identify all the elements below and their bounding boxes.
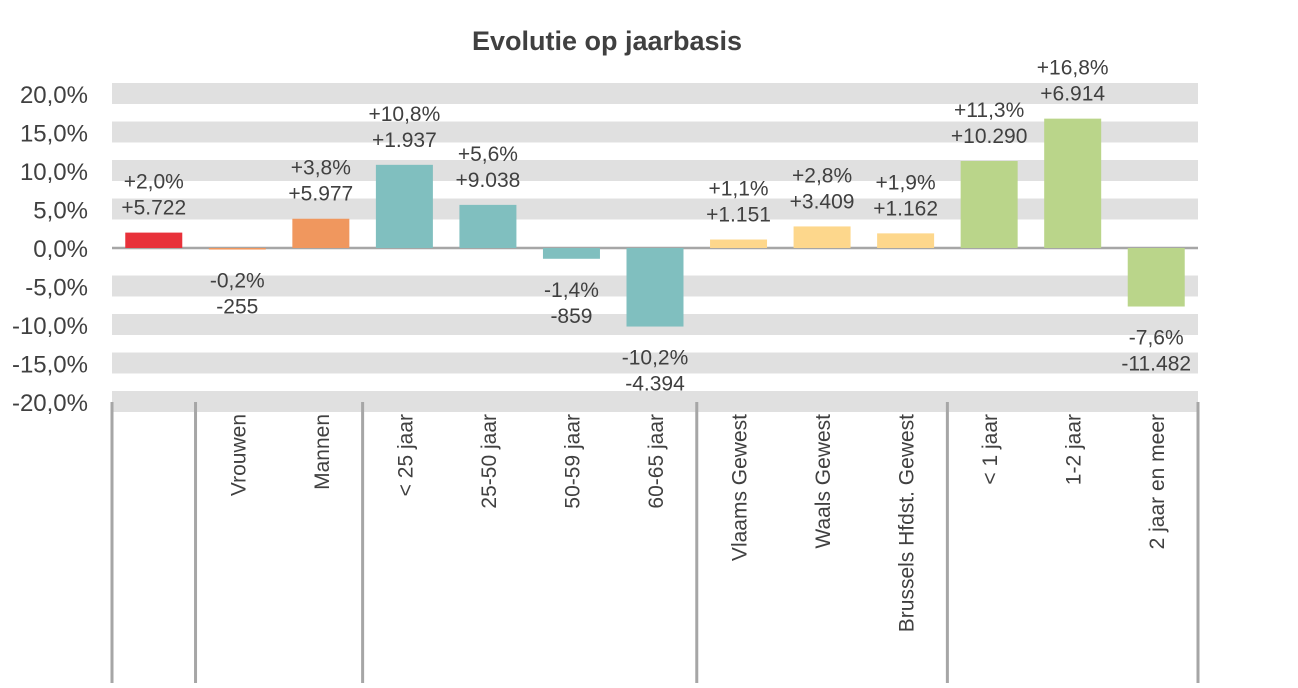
- x-tick-label: 60-65 jaar: [645, 414, 668, 509]
- data-label-count: -255: [216, 296, 258, 319]
- grid-band: [112, 121, 1198, 143]
- data-label-pct: +1,9%: [876, 171, 936, 194]
- y-tick-label: -20,0%: [12, 390, 88, 417]
- data-label-pct: -1,4%: [544, 279, 599, 302]
- grid-band: [112, 352, 1198, 374]
- x-tick-label: Mannen: [311, 414, 334, 490]
- x-tick-label: 50-59 jaar: [561, 414, 584, 509]
- chart-title: Evolutie op jaarbasis: [472, 26, 742, 56]
- data-label-pct: -7,6%: [1129, 327, 1184, 350]
- y-tick-label: 15,0%: [20, 121, 88, 148]
- x-tick-label: 1-2 jaar: [1063, 414, 1086, 485]
- bar: [877, 233, 935, 248]
- bar: [125, 232, 183, 248]
- data-label-count: +1.151: [706, 204, 771, 227]
- y-tick-label: 20,0%: [20, 82, 88, 109]
- bar: [1044, 118, 1102, 248]
- data-label-pct: +11,3%: [954, 99, 1024, 122]
- y-tick-label: -10,0%: [12, 313, 88, 340]
- bar: [626, 248, 684, 327]
- y-tick-label: -5,0%: [25, 275, 88, 302]
- bar: [1127, 248, 1185, 307]
- data-label-pct: +5,6%: [458, 143, 518, 166]
- x-tick-label: Vrouwen: [227, 414, 250, 496]
- data-label-count: +10.290: [951, 125, 1028, 148]
- data-label-pct: -0,2%: [210, 270, 265, 293]
- data-label-count: +5.722: [121, 197, 186, 220]
- bar: [960, 160, 1018, 248]
- data-label-count: -11.482: [1121, 353, 1191, 376]
- bar: [208, 248, 266, 250]
- grid-band: [112, 391, 1198, 412]
- x-tick-label: Vlaams Gewest: [729, 414, 752, 561]
- data-label-pct: +2,8%: [792, 164, 852, 187]
- bar: [292, 218, 350, 248]
- grid-band: [112, 83, 1198, 104]
- data-label-pct: +10,8%: [368, 103, 440, 126]
- x-tick-label: 25-50 jaar: [478, 414, 501, 509]
- bar: [542, 248, 600, 259]
- data-label-count: +3.409: [790, 190, 855, 213]
- data-label-count: +9.038: [456, 169, 521, 192]
- bar: [710, 239, 768, 248]
- data-label-count: +1.937: [372, 129, 437, 152]
- x-tick-label: 2 jaar en meer: [1146, 414, 1169, 549]
- data-label-pct: -10,2%: [622, 347, 689, 370]
- x-tick-label: Waals Gewest: [812, 414, 835, 549]
- y-tick-label: 10,0%: [20, 159, 88, 186]
- data-label-count: +5.977: [288, 183, 353, 206]
- grid-band: [112, 198, 1198, 220]
- x-tick-label: < 25 jaar: [394, 414, 417, 496]
- bar: [793, 226, 851, 248]
- data-label-count: +6.914: [1040, 83, 1105, 106]
- data-label-count: -4.394: [625, 373, 685, 396]
- y-tick-label: 0,0%: [33, 236, 88, 263]
- data-label-pct: +3,8%: [291, 157, 351, 180]
- grid-band: [112, 160, 1198, 181]
- data-label-count: -859: [550, 305, 592, 328]
- data-label-pct: +2,0%: [124, 171, 184, 194]
- data-label-pct: +16,8%: [1037, 57, 1109, 80]
- data-label-pct: +1,1%: [708, 178, 768, 201]
- bar: [375, 164, 433, 248]
- y-tick-label: 5,0%: [33, 198, 88, 225]
- bar: [459, 204, 517, 248]
- x-tick-label: < 1 jaar: [979, 414, 1002, 485]
- x-tick-label: Brussels Hfdst. Gewest: [896, 414, 919, 632]
- y-tick-label: -15,0%: [12, 352, 88, 379]
- data-label-count: +1.162: [873, 197, 938, 220]
